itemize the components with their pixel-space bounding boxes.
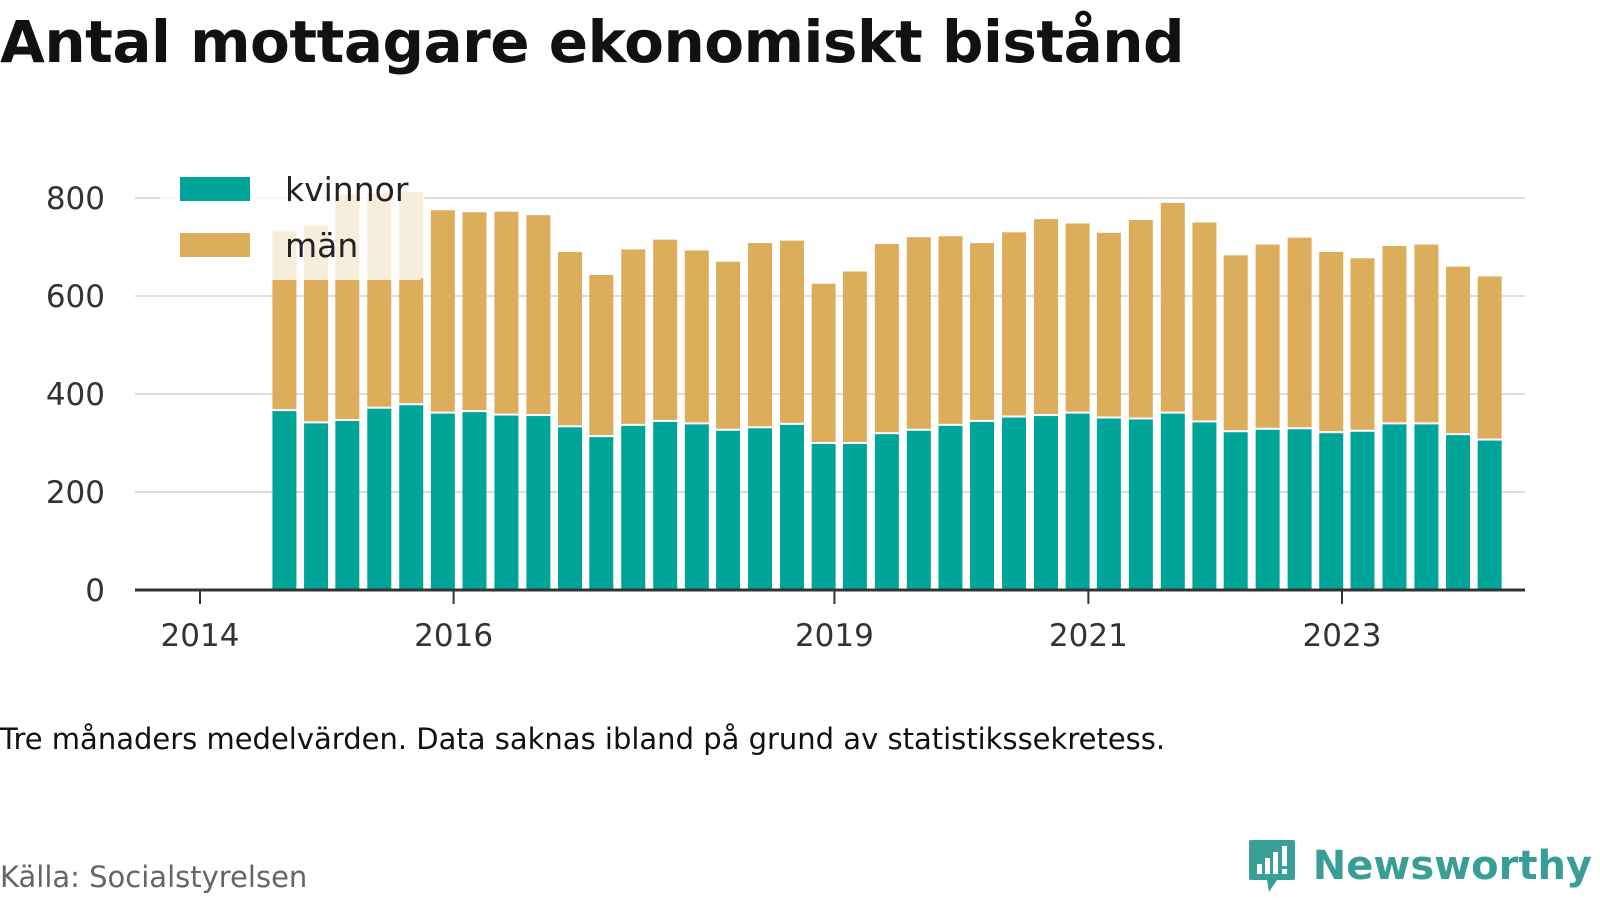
bar-man <box>653 239 678 420</box>
bar-man <box>621 249 646 424</box>
bar-kvinnor <box>558 427 583 590</box>
bar-kvinnor <box>430 413 455 590</box>
bar-kvinnor <box>1319 433 1344 590</box>
bar-man <box>1414 244 1439 423</box>
bar-kvinnor <box>970 421 995 590</box>
legend-swatch-man <box>180 233 250 257</box>
bar-kvinnor <box>1128 419 1153 590</box>
bar-kvinnor <box>874 434 899 590</box>
bar-man <box>462 212 487 411</box>
bar-kvinnor <box>367 408 392 590</box>
y-axis-labels: 0 200 400 600 800 <box>46 181 105 609</box>
bar-kvinnor <box>684 424 709 590</box>
bar-kvinnor <box>1382 424 1407 590</box>
bar-man <box>430 210 455 412</box>
bar-kvinnor <box>1096 418 1121 590</box>
bar-kvinnor <box>1350 431 1375 590</box>
bar-man <box>589 274 614 436</box>
bar-man <box>1287 237 1312 428</box>
bar-man <box>1223 255 1248 431</box>
bar-man <box>494 211 519 414</box>
bar-kvinnor <box>1033 416 1058 590</box>
bar-man <box>1065 223 1090 412</box>
bar-kvinnor <box>304 423 329 590</box>
bar-man <box>1192 222 1217 421</box>
y-tick-label: 0 <box>85 573 105 609</box>
bar-man <box>874 244 899 433</box>
bar-kvinnor <box>1414 424 1439 590</box>
legend-swatch-kvinnor <box>180 177 250 201</box>
bar-man <box>1255 244 1280 428</box>
legend-label-kvinnor: kvinnor <box>285 170 409 209</box>
bar-man <box>1382 246 1407 423</box>
bar-kvinnor <box>1477 440 1502 590</box>
x-tick-label: 2023 <box>1303 618 1382 654</box>
bar-man <box>716 261 741 429</box>
bar-man <box>970 243 995 420</box>
x-tick-label: 2014 <box>161 618 240 654</box>
bar-man <box>1128 220 1153 418</box>
x-tick-label: 2019 <box>795 618 874 654</box>
y-tick-label: 600 <box>46 279 105 315</box>
x-axis <box>135 588 1525 604</box>
brand-logo[interactable]: Newsworthy <box>1247 838 1592 894</box>
bar-kvinnor <box>842 443 867 590</box>
bar-kvinnor <box>1002 417 1027 590</box>
bar-kvinnor <box>780 424 805 590</box>
bar-man <box>748 243 773 427</box>
bar-man <box>526 215 551 415</box>
bar-man <box>1446 266 1471 434</box>
bar-man <box>1002 232 1027 416</box>
y-tick-label: 800 <box>46 181 105 217</box>
x-tick-label: 2016 <box>414 618 493 654</box>
bar-kvinnor <box>748 428 773 590</box>
bar-kvinnor <box>462 412 487 590</box>
y-tick-label: 400 <box>46 377 105 413</box>
bar-kvinnor <box>906 430 931 590</box>
bar-kvinnor <box>1446 435 1471 590</box>
bar-kvinnor <box>494 415 519 590</box>
chart-title: Antal mottagare ekonomiskt bistånd <box>0 8 1185 76</box>
bar-kvinnor <box>716 430 741 590</box>
bar-man <box>1477 276 1502 439</box>
bar-man <box>1096 232 1121 417</box>
bar-kvinnor <box>1223 432 1248 590</box>
bar-man <box>811 283 836 442</box>
bar-man <box>1160 202 1185 412</box>
bar-man <box>1319 251 1344 432</box>
x-axis-labels: 2014 2016 2019 2021 2023 <box>161 618 1382 654</box>
bar-man <box>906 237 931 429</box>
bar-kvinnor <box>335 420 360 590</box>
bar-kvinnor <box>1287 429 1312 590</box>
bars <box>272 192 1502 590</box>
bar-man <box>684 250 709 423</box>
legend: kvinnor män <box>160 160 424 280</box>
bar-man <box>1350 258 1375 430</box>
bar-kvinnor <box>526 416 551 590</box>
newsworthy-logo-icon <box>1248 840 1295 892</box>
bar-man <box>1033 219 1058 415</box>
bar-man <box>558 251 583 426</box>
bar-kvinnor <box>1255 429 1280 590</box>
bar-kvinnor <box>621 425 646 590</box>
legend-label-man: män <box>285 226 358 265</box>
bar-kvinnor <box>653 421 678 590</box>
bar-kvinnor <box>272 411 297 590</box>
bar-kvinnor <box>938 425 963 590</box>
bar-kvinnor <box>589 437 614 590</box>
bar-kvinnor <box>1160 413 1185 590</box>
y-tick-label: 200 <box>46 475 105 511</box>
bar-kvinnor <box>1192 422 1217 590</box>
bar-kvinnor <box>399 405 424 590</box>
brand-name: Newsworthy <box>1312 843 1592 889</box>
source-label: Källa: Socialstyrelsen <box>0 860 308 894</box>
chart-note: Tre månaders medelvärden. Data saknas ib… <box>0 722 1166 756</box>
x-tick-label: 2021 <box>1049 618 1128 654</box>
bar-man <box>938 236 963 424</box>
bar-kvinnor <box>811 443 836 590</box>
bar-man <box>780 240 805 423</box>
bar-kvinnor <box>1065 413 1090 590</box>
bar-man <box>842 271 867 442</box>
